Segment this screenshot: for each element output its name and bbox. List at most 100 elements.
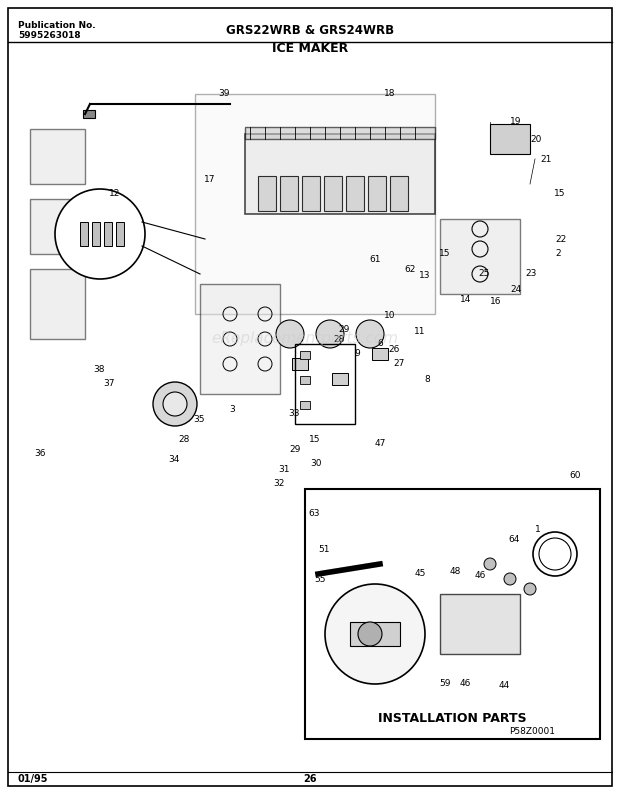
Text: 15: 15 xyxy=(438,249,450,259)
Text: 51: 51 xyxy=(319,545,330,553)
Circle shape xyxy=(358,622,382,646)
Text: P58Z0001: P58Z0001 xyxy=(509,727,555,737)
Text: 12: 12 xyxy=(108,190,120,198)
Text: 61: 61 xyxy=(370,255,381,264)
Bar xyxy=(346,176,364,211)
Bar xyxy=(300,376,310,384)
Text: 28: 28 xyxy=(334,334,345,344)
Circle shape xyxy=(504,573,516,585)
Text: 44: 44 xyxy=(498,681,510,691)
Text: 26: 26 xyxy=(389,345,400,353)
Text: 29: 29 xyxy=(339,325,350,333)
Text: 13: 13 xyxy=(418,272,430,280)
Bar xyxy=(302,176,320,211)
Text: 9: 9 xyxy=(354,349,360,359)
Bar xyxy=(83,110,95,118)
Text: 24: 24 xyxy=(510,284,521,294)
Text: 10: 10 xyxy=(384,311,396,321)
Circle shape xyxy=(484,558,496,570)
Bar xyxy=(305,489,600,739)
Text: 31: 31 xyxy=(278,464,290,473)
FancyArrowPatch shape xyxy=(321,565,377,573)
Text: 46: 46 xyxy=(474,572,485,580)
Text: 6: 6 xyxy=(377,340,383,349)
Bar xyxy=(324,176,342,211)
Text: 48: 48 xyxy=(450,568,461,576)
Text: 28: 28 xyxy=(179,434,190,444)
Bar xyxy=(372,348,388,360)
Bar xyxy=(30,269,85,339)
Text: 35: 35 xyxy=(193,414,205,423)
Bar xyxy=(245,134,435,214)
Text: 25: 25 xyxy=(479,269,490,279)
Text: 63: 63 xyxy=(309,510,320,518)
Bar xyxy=(292,358,308,370)
Text: 29: 29 xyxy=(290,445,301,453)
Text: 01/95: 01/95 xyxy=(18,774,48,784)
Bar xyxy=(200,284,280,394)
Text: 2: 2 xyxy=(555,249,560,259)
Text: 14: 14 xyxy=(460,295,471,303)
Circle shape xyxy=(316,320,344,348)
Text: 59: 59 xyxy=(439,680,451,688)
Text: 55: 55 xyxy=(314,575,326,584)
Text: 45: 45 xyxy=(414,569,426,579)
Text: 33: 33 xyxy=(288,410,300,418)
Text: 5995263018: 5995263018 xyxy=(18,32,81,40)
Circle shape xyxy=(276,320,304,348)
Text: 36: 36 xyxy=(34,449,46,458)
Text: 64: 64 xyxy=(508,534,520,544)
Circle shape xyxy=(356,320,384,348)
Text: 46: 46 xyxy=(459,680,471,688)
Text: 18: 18 xyxy=(384,90,396,98)
Circle shape xyxy=(325,584,425,684)
Text: 15: 15 xyxy=(554,190,565,198)
Text: 26: 26 xyxy=(303,774,317,784)
Circle shape xyxy=(153,382,197,426)
Bar xyxy=(116,222,124,246)
Text: 15: 15 xyxy=(309,434,321,444)
Text: 47: 47 xyxy=(374,440,386,449)
Bar xyxy=(368,176,386,211)
Bar xyxy=(104,222,112,246)
Bar xyxy=(245,127,435,139)
Text: 37: 37 xyxy=(104,380,115,388)
Bar xyxy=(195,94,435,314)
Bar xyxy=(350,622,400,646)
Bar xyxy=(490,124,530,154)
Text: 20: 20 xyxy=(530,134,541,144)
Bar xyxy=(440,594,520,654)
Text: 30: 30 xyxy=(310,460,322,468)
Bar xyxy=(280,176,298,211)
Text: 21: 21 xyxy=(540,155,551,164)
Text: 27: 27 xyxy=(394,360,405,368)
Bar xyxy=(295,344,355,424)
Text: 3: 3 xyxy=(229,404,235,414)
Text: 62: 62 xyxy=(404,264,415,273)
Bar xyxy=(80,222,88,246)
Text: 17: 17 xyxy=(203,175,215,183)
Text: 22: 22 xyxy=(555,234,566,244)
Text: 32: 32 xyxy=(273,480,285,488)
Circle shape xyxy=(524,583,536,595)
Bar xyxy=(300,401,310,409)
Text: 16: 16 xyxy=(490,298,502,306)
Text: INSTALLATION PARTS: INSTALLATION PARTS xyxy=(378,712,526,726)
Text: 8: 8 xyxy=(424,375,430,384)
Text: 19: 19 xyxy=(510,118,521,126)
Text: eReplacementparts.com: eReplacementparts.com xyxy=(211,332,399,346)
Bar xyxy=(332,373,348,385)
Bar xyxy=(440,219,520,294)
Text: 1: 1 xyxy=(535,525,541,534)
Text: Publication No.: Publication No. xyxy=(18,21,95,30)
Text: 23: 23 xyxy=(525,269,536,279)
Circle shape xyxy=(55,189,145,279)
Bar xyxy=(390,176,408,211)
Bar xyxy=(300,351,310,359)
Bar xyxy=(30,199,85,254)
Bar xyxy=(92,222,100,246)
Circle shape xyxy=(163,392,187,416)
Bar xyxy=(30,129,85,184)
Text: 11: 11 xyxy=(414,327,426,337)
Text: 38: 38 xyxy=(94,364,105,373)
